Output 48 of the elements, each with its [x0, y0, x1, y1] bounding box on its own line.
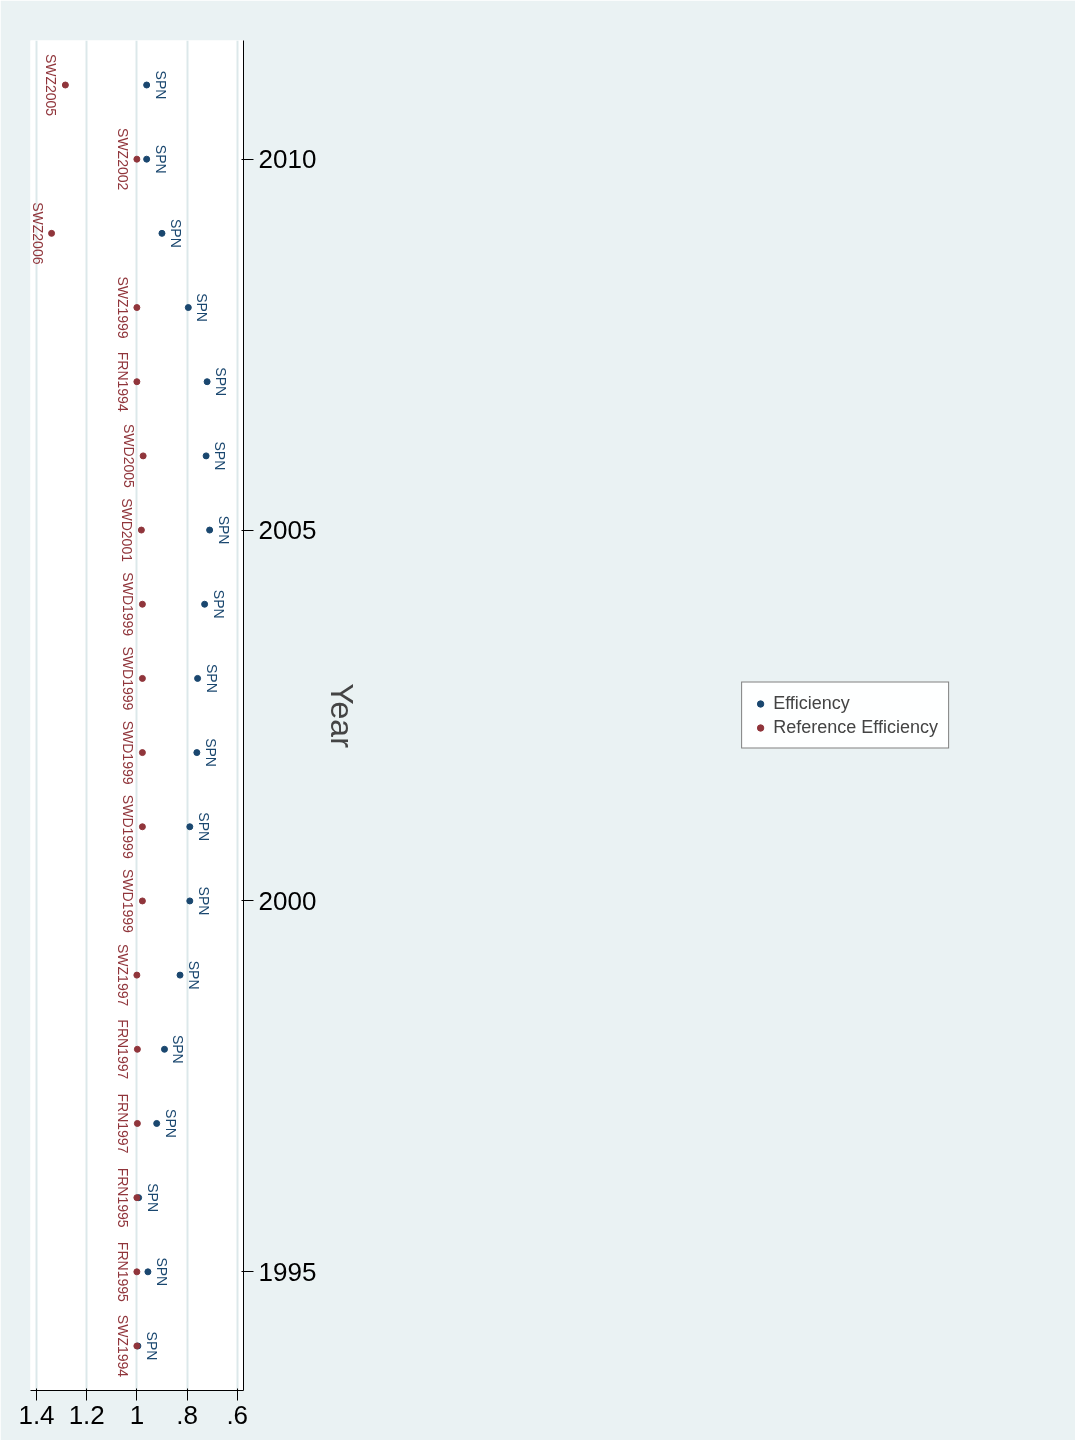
data-label: SWD2005: [121, 423, 138, 488]
data-label: SPN: [167, 218, 184, 248]
x-tick-label: 1.4: [18, 1399, 55, 1430]
y-tick-label: 2010: [258, 144, 317, 175]
data-label: SWD1999: [120, 646, 137, 711]
data-label: SWZ1997: [114, 943, 131, 1007]
data-label: SPN: [153, 1257, 170, 1287]
data-label: SWZ1999: [114, 276, 131, 339]
x-tick-label: .8: [176, 1399, 198, 1430]
x-tick-label: 1.2: [68, 1399, 105, 1430]
data-label: SWZ2002: [114, 128, 131, 191]
data-label: SPN: [152, 70, 169, 100]
data-label: FRN1997: [115, 1019, 132, 1080]
y-axis-title: Year: [324, 683, 361, 749]
data-label: FRN1995: [114, 1241, 131, 1302]
x-tick-label: 1: [129, 1399, 145, 1430]
x-tick-label: .6: [226, 1399, 249, 1430]
data-label: FRN1997: [115, 1093, 132, 1154]
y-tick-label: 1995: [258, 1256, 317, 1287]
y-tick-label: 2005: [258, 515, 317, 546]
data-label: SPN: [202, 738, 219, 767]
legend-label: Reference Efficiency: [773, 716, 938, 738]
data-label: SWZ2006: [29, 202, 46, 265]
y-tick-label: 2000: [258, 885, 317, 916]
data-label: SWD1999: [120, 572, 137, 637]
data-label: SWD1999: [120, 869, 137, 934]
data-label: SPN: [143, 1331, 160, 1361]
data-label: SPN: [213, 367, 230, 397]
data-label: SPN: [186, 960, 203, 990]
data-label: SWD1999: [120, 794, 137, 859]
data-label: SPN: [203, 664, 220, 693]
data-label: SPN: [170, 1034, 187, 1064]
data-label: SPN: [212, 441, 229, 471]
data-label: SPN: [152, 144, 169, 174]
data-label: SPN: [162, 1109, 179, 1138]
data-label: SPN: [195, 812, 212, 842]
data-label: SWD1999: [120, 720, 137, 785]
data-label: SWD2001: [119, 498, 136, 563]
data-label: SWZ1994: [114, 1314, 131, 1378]
data-label: FRN1994: [114, 351, 131, 412]
data-label: SPN: [194, 293, 211, 322]
data-label: SWZ2005: [43, 53, 60, 117]
legend-label: Efficiency: [773, 692, 850, 714]
data-label: FRN1995: [114, 1167, 131, 1228]
data-label: SPN: [195, 886, 212, 916]
data-label: SPN: [215, 515, 232, 545]
data-label: SPN: [144, 1183, 161, 1213]
data-label: SPN: [210, 589, 227, 619]
